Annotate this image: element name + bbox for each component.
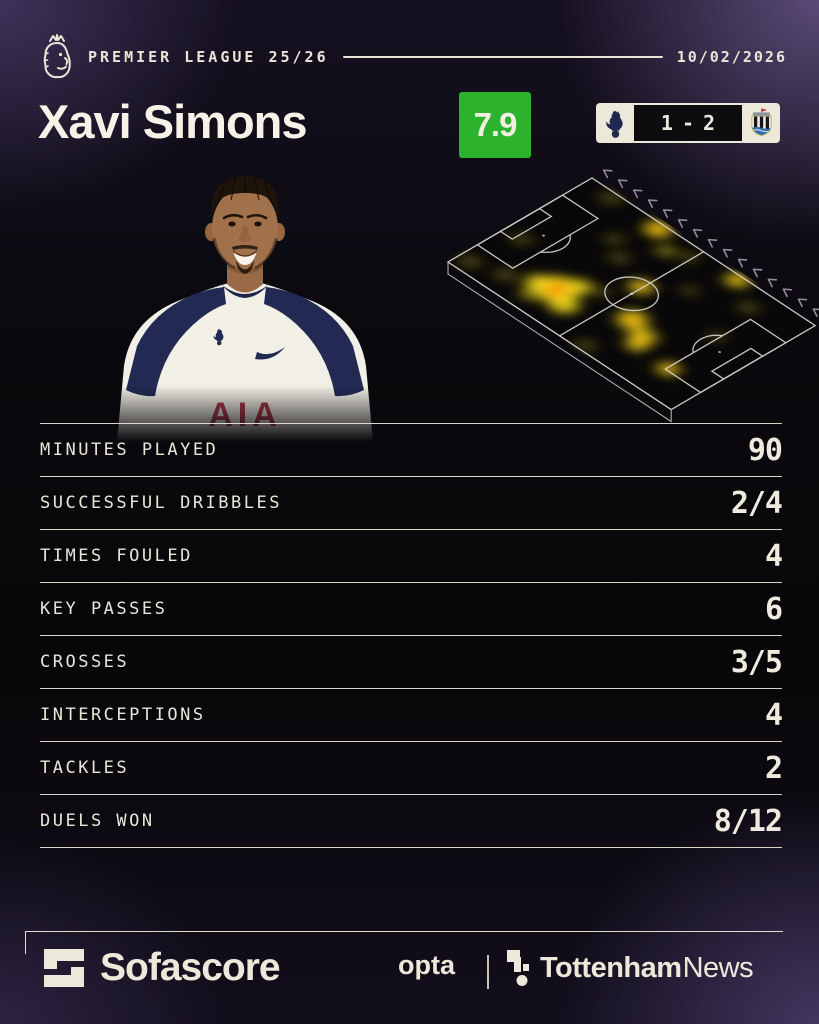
sofascore-icon	[44, 949, 84, 987]
stat-label: CROSSES	[40, 652, 130, 672]
opta-logo: opta	[398, 950, 455, 980]
partner-name-bold: Tottenham	[540, 951, 682, 984]
home-score: 1	[660, 111, 673, 135]
stat-value: 2	[764, 750, 783, 786]
stat-label: DUELS WON	[40, 811, 155, 831]
stat-label: TIMES FOULED	[40, 546, 193, 566]
footer-divider-line	[25, 931, 783, 954]
stat-value: 4	[764, 538, 783, 574]
stat-value: 8/12	[713, 803, 783, 839]
stat-label: INTERCEPTIONS	[40, 705, 206, 725]
tottenham-news-icon	[507, 950, 529, 986]
tottenham-crest-icon	[605, 110, 623, 138]
stat-row: TIMES FOULED 4	[40, 529, 783, 582]
stat-row: SUCCESSFUL DRIBBLES 2/4	[40, 476, 783, 529]
match-date: 10/02/2026	[676, 48, 787, 66]
rating-value: 7.9	[473, 106, 518, 143]
heatmap-blobs	[458, 190, 759, 376]
stat-row: INTERCEPTIONS 4	[40, 688, 783, 741]
stat-row: CROSSES 3/5	[40, 635, 783, 688]
stat-label: TACKLES	[40, 758, 130, 778]
stat-value: 4	[764, 697, 783, 733]
score-separator: -	[681, 111, 695, 135]
league-label: PREMIER LEAGUE 25/26	[88, 48, 329, 66]
newcastle-crest-icon	[750, 108, 772, 136]
player-name: Xavi Simons	[38, 95, 307, 148]
player-photo: AIA	[117, 176, 373, 442]
stat-label: KEY PASSES	[40, 599, 168, 619]
score-cell: 1 - 2	[634, 105, 742, 141]
stats-table: MINUTES PLAYED 90 SUCCESSFUL DRIBBLES 2/4 …	[40, 423, 783, 848]
score-widget: 1 - 2	[596, 103, 780, 143]
sofascore-logo: Sofascore	[40, 944, 281, 992]
premier-league-lion-icon	[43, 34, 71, 79]
pitch-lines	[448, 178, 815, 410]
sofascore-wordmark: Sofascore	[100, 946, 281, 989]
rating-badge: 7.9	[459, 92, 531, 158]
partner-name-regular: News	[682, 951, 754, 984]
stat-row: DUELS WON 8/12	[40, 794, 783, 848]
header: PREMIER LEAGUE 25/26 10/02/2026	[40, 31, 787, 83]
away-crest-cell	[742, 103, 780, 143]
heatmap-pitch	[425, 169, 819, 423]
tottenham-news-logo: Tottenham News	[506, 949, 754, 987]
footer-vertical-divider	[487, 955, 489, 989]
stat-value: 3/5	[730, 644, 783, 680]
home-crest-cell	[596, 103, 634, 143]
stat-label: SUCCESSFUL DRIBBLES	[40, 493, 282, 513]
svg-text:AIA: AIA	[208, 396, 282, 434]
stat-value: 6	[764, 591, 783, 627]
stat-value: 90	[747, 432, 783, 468]
header-rule	[342, 56, 663, 58]
stat-row: TACKLES 2	[40, 741, 783, 794]
stat-value: 2/4	[730, 485, 783, 521]
stat-row: MINUTES PLAYED 90	[40, 423, 783, 476]
away-score: 2	[703, 111, 716, 135]
stat-row: KEY PASSES 6	[40, 582, 783, 635]
stat-label: MINUTES PLAYED	[40, 440, 219, 460]
